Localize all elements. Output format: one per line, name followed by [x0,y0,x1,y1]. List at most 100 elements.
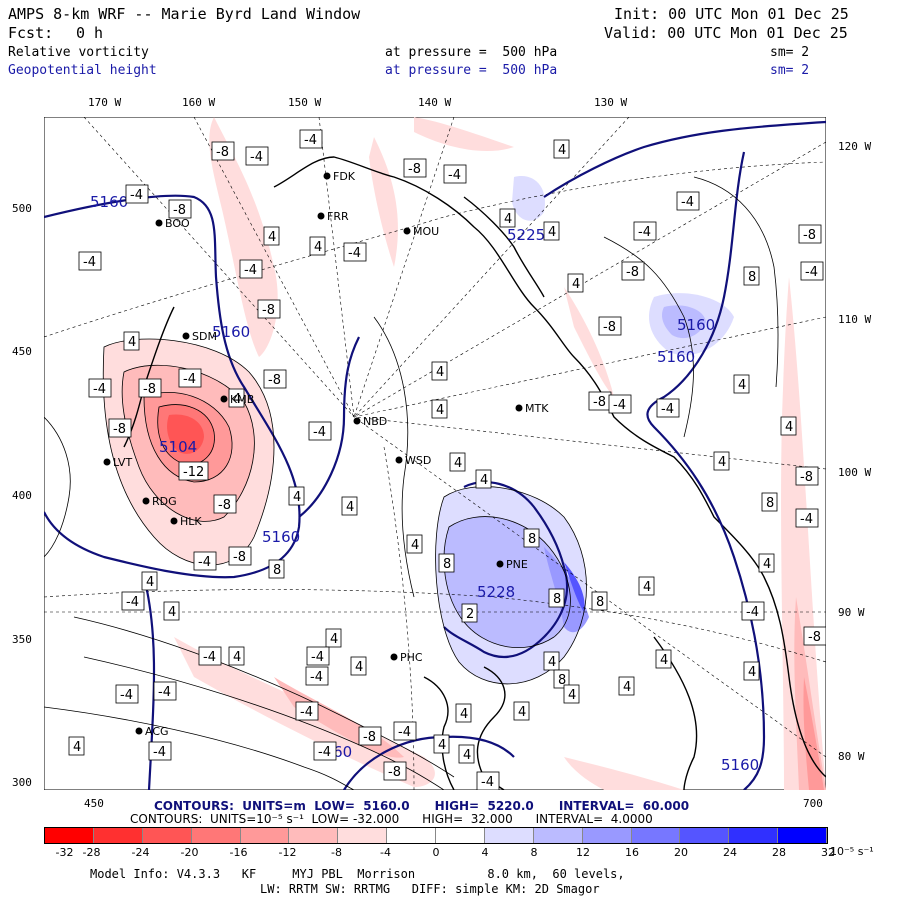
contour-label-box [798,224,822,244]
contour-label-box [228,388,245,408]
svg-text:5160: 5160 [90,193,128,211]
contour-label-box [245,146,269,166]
colorbar-swatch [93,828,143,843]
contour-label-text: 4 [558,143,566,158]
contour-label-box [795,466,819,486]
contour-label-box [449,452,466,472]
contour-label-box [393,721,417,741]
contour-label-text: -4 [304,133,317,148]
contour-label-box [193,551,217,571]
colorbar-tick: -16 [229,846,248,859]
colorbar-swatch [582,828,632,843]
contour-label-text: 4 [660,653,668,668]
station-label: FRR [327,210,349,223]
contour-label-box [543,651,560,671]
svg-text:5160: 5160 [657,348,695,366]
contour-label-box [141,571,158,591]
field2-smooth: sm= 2 [770,63,810,78]
contour-label-box [295,701,319,721]
contour-label-text: 2 [466,607,474,622]
lon-label-top: 130 W [594,96,628,109]
contour-label-text: -4 [481,775,494,790]
contour-label-text: -8 [808,630,821,645]
station-dot [182,332,190,340]
contour-label-box [431,399,448,419]
contour-label-box [633,221,657,241]
x-axis-label: 700 [803,797,823,810]
contour-label-text: -8 [233,550,246,565]
colorbar-tick: -28 [82,846,101,859]
contour-label-text: -4 [800,512,813,527]
vorticity-contour-labels: -8 -4-4-8 -44-8-4-44-4-84 -444 -4-4-84-88-8-… [68,129,826,790]
contour-label-text: 8 [748,270,756,285]
contour-label-box [383,761,407,781]
contour-label-box [263,369,287,389]
physics-info: LW: RRTM SW: RRTMG DIFF: simple KM: 2D S… [260,882,600,896]
contour-label-box [268,559,285,579]
contour-label-text: 8 [558,673,566,688]
contour-label-box [543,221,560,241]
contour-label-box [743,661,760,681]
contour-label-box [350,656,367,676]
svg-text:5160: 5160 [212,323,250,341]
contour-label-box [548,588,565,608]
contour-label-box [458,744,475,764]
contour-label-box [795,508,819,528]
vorticity-colorbar [44,827,828,844]
contour-label-box [780,416,797,436]
field2-name: Geopotential height [8,63,157,78]
contour-label-text: 4 [718,455,726,470]
colorbar-tick: -20 [180,846,199,859]
station-dot [317,212,325,220]
contour-label-text: 4 [463,748,471,763]
contour-label-box [308,421,332,441]
contour-label-box [178,368,202,388]
contour-label-box [621,261,645,281]
svg-text:5104: 5104 [159,438,197,456]
contour-label-box [455,703,472,723]
contour-label-text: -4 [746,605,759,620]
contour-label-box [475,469,492,489]
colorbar-swatch [680,828,730,843]
contour-label-text: 4 [411,538,419,553]
y-axis-label: 400 [12,489,32,502]
fcst-label: Fcst: [8,24,54,42]
colorbar-swatch [484,828,534,843]
contour-label-box [305,666,329,686]
contour-label-text: 4 [623,680,631,695]
contour-label-box [68,736,85,756]
contour-label-text: -8 [408,162,421,177]
contour-label-box [403,158,427,178]
contour-label-text: 8 [596,595,604,610]
height-labels: 5160 5160 5104 5160 5225 5160 5160 5228 … [90,193,759,774]
colorbar-swatch [436,828,485,843]
contour-label-text: 4 [454,456,462,471]
contour-label-box [553,669,570,689]
contour-label-text: -4 [300,705,313,720]
colorbar-tick: 4 [481,846,489,859]
contour-label-box [343,242,367,262]
station-dot [390,653,398,661]
colorbar-tick: -12 [278,846,297,859]
contour-label-text: -8 [593,395,606,410]
field1-name: Relative vorticity [8,45,149,60]
contour-label-text: -4 [310,670,323,685]
contour-label-text: 4 [568,688,576,703]
colorbar-swatch [289,828,339,843]
lon-label-right: 90 W [838,606,865,619]
lon-label-right: 100 W [838,466,872,479]
svg-text:5160: 5160 [262,528,300,546]
station-label: MTK [525,402,549,415]
contour-label-text: -4 [681,195,694,210]
contour-label-box [115,684,139,704]
contour-label-text: -4 [130,188,143,203]
contour-label-text: 4 [504,212,512,227]
station-label: LVT [113,456,132,469]
contour-label-text: -12 [183,465,204,480]
svg-text:5225: 5225 [507,226,545,244]
contour-label-box [499,208,516,228]
contour-label-box [325,628,342,648]
contour-label-box [148,741,172,761]
colorbar-tick: 8 [530,846,538,859]
contour-label-box [431,361,448,381]
